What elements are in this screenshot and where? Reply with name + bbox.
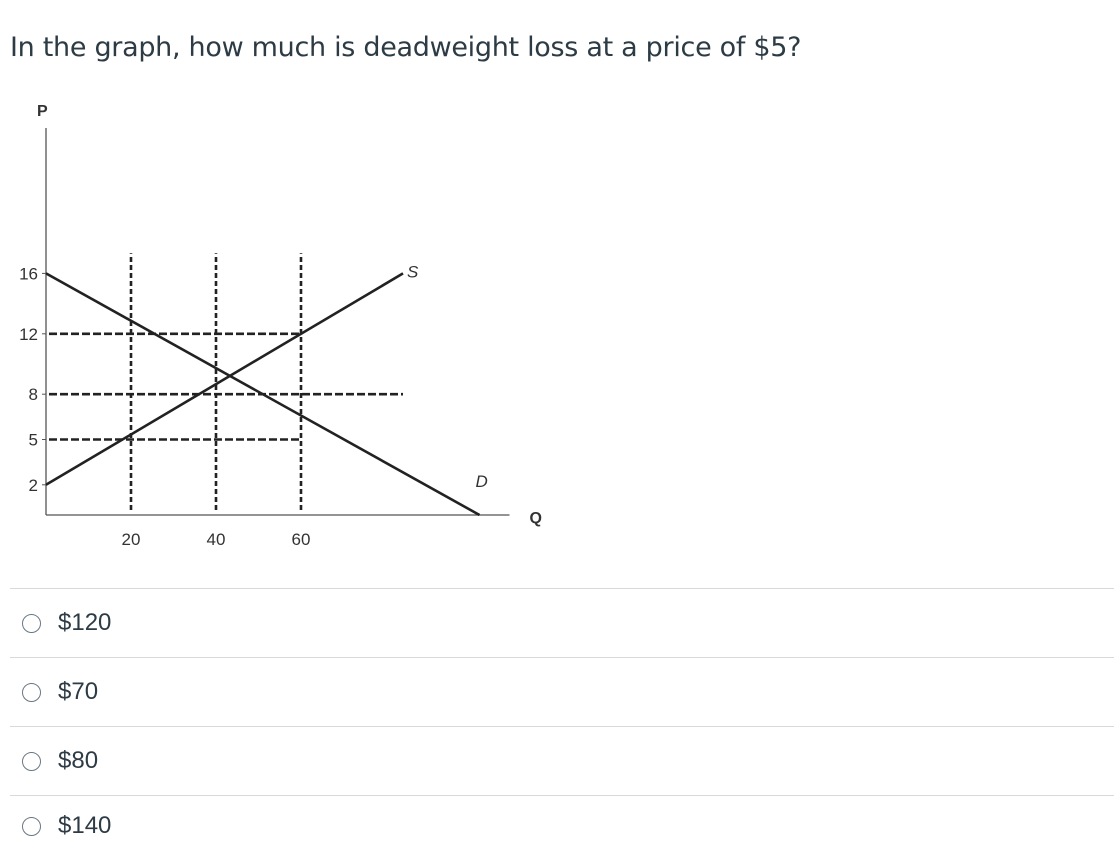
answer-option[interactable]: $140 xyxy=(10,795,1114,856)
y-tick-label: 12 xyxy=(19,325,38,344)
answer-label[interactable]: $70 xyxy=(58,678,99,705)
x-tick-label: 20 xyxy=(122,530,141,549)
x-tick-label: 60 xyxy=(292,530,311,549)
y-tick-label: 16 xyxy=(19,264,38,283)
answer-option[interactable]: $80 xyxy=(10,726,1114,795)
answer-label[interactable]: $120 xyxy=(58,609,112,636)
demand-curve xyxy=(45,272,481,517)
demand-label: D xyxy=(476,472,488,491)
answer-option[interactable]: $120 xyxy=(10,588,1114,657)
supply-label: S xyxy=(407,262,419,281)
answer-label[interactable]: $80 xyxy=(58,747,99,774)
y-axis-label: P xyxy=(37,103,48,120)
radio-icon[interactable] xyxy=(22,816,41,836)
supply-curve xyxy=(45,272,404,486)
y-tick-label: 2 xyxy=(29,476,38,495)
supply-demand-graph: P Q 2 5 8 12 16 20 40 60 D S xyxy=(19,103,542,549)
radio-icon[interactable] xyxy=(22,751,41,771)
answer-list: $120 $70 $80 $140 xyxy=(10,588,1114,856)
x-axis-label: Q xyxy=(530,510,542,527)
y-tick-label: 5 xyxy=(29,431,38,450)
radio-icon[interactable] xyxy=(22,613,41,633)
answer-option[interactable]: $70 xyxy=(10,657,1114,726)
question-text: In the graph, how much is deadweight los… xyxy=(10,32,802,63)
y-tick-label: 8 xyxy=(29,385,38,404)
radio-icon[interactable] xyxy=(22,682,41,702)
x-tick-label: 40 xyxy=(207,530,226,549)
answer-label[interactable]: $140 xyxy=(58,812,112,839)
